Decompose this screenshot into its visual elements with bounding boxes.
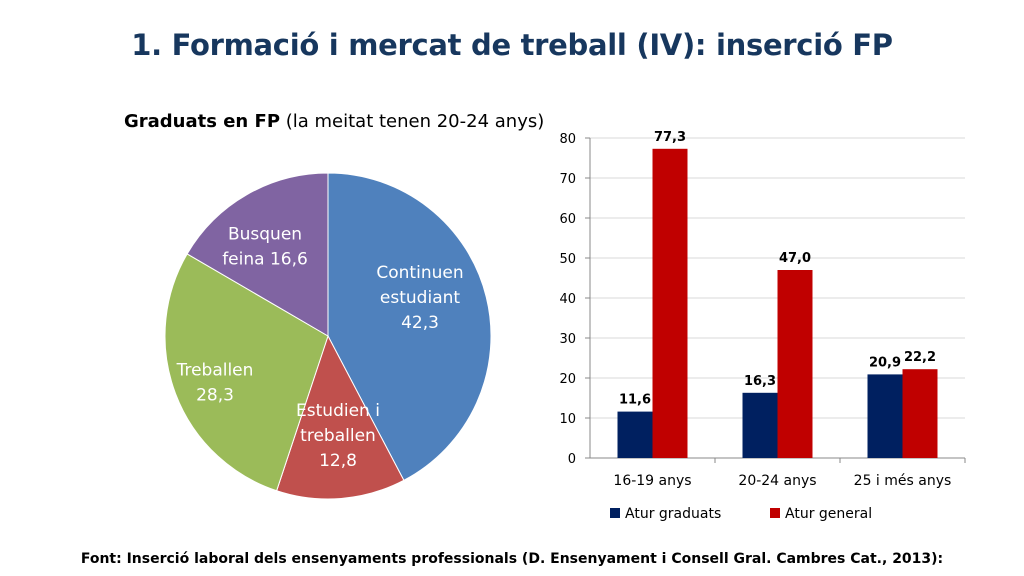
legend-label: Atur graduats (625, 506, 721, 522)
pie-slice (164, 253, 329, 492)
pie-slice-label: treballen (300, 426, 376, 446)
pie-slice (186, 172, 329, 337)
y-tick-label: 40 (559, 292, 576, 307)
y-tick-label: 0 (568, 452, 576, 467)
bar-data-label: 16,3 (744, 374, 776, 389)
pie-slice-label: Treballen (176, 361, 254, 381)
x-tick-label: 16-19 anys (613, 473, 691, 489)
bar (902, 369, 938, 458)
slide-title: 1. Formació i mercat de treball (IV): in… (131, 28, 893, 62)
pie-slice-label: estudiant (380, 288, 460, 308)
bar-data-label: 22,2 (904, 350, 936, 365)
y-tick-label: 50 (559, 252, 576, 267)
y-tick-label: 30 (559, 332, 576, 347)
pie-chart-title: Graduats en FP (la meitat tenen 20-24 an… (124, 111, 544, 132)
pie-slice-label: Busquen (228, 225, 302, 245)
y-tick-label: 60 (559, 212, 576, 227)
pie-slice-label: Estudien i (296, 401, 380, 421)
bar-data-label: 47,0 (779, 251, 811, 266)
pie-slice-label: 28,3 (196, 386, 234, 406)
pie-title-rest: (la meitat tenen 20-24 anys) (280, 111, 545, 132)
bar (652, 148, 688, 459)
pie-slice-label: 42,3 (401, 313, 439, 333)
legend-swatch (610, 508, 620, 518)
pie-slice-label: feina 16,6 (222, 250, 308, 270)
x-tick-label: 25 i més anys (854, 473, 952, 489)
pie-slice (276, 334, 405, 500)
legend-label: Atur general (785, 506, 872, 522)
y-tick-label: 10 (559, 412, 576, 427)
bar (742, 392, 778, 458)
pie-slice-label: 12,8 (319, 451, 357, 471)
y-tick-label: 20 (559, 372, 576, 387)
bar (617, 411, 653, 458)
source-footer: Font: Inserció laboral dels ensenyaments… (80, 551, 944, 567)
pie-slice (327, 172, 492, 481)
bar-chart: 0 10 20 30 40 50 60 70 80 11,6 77,3 16-19 anys 16,3 4… (559, 130, 966, 522)
bar (777, 270, 813, 458)
pie-slice-label: Continuen (376, 263, 463, 283)
bar-data-label: 11,6 (619, 393, 651, 408)
bar-data-label: 77,3 (654, 130, 686, 145)
bar-data-label: 20,9 (869, 355, 901, 370)
legend-swatch (770, 508, 780, 518)
y-tick-label: 80 (559, 132, 576, 147)
y-tick-label: 70 (559, 172, 576, 187)
x-tick-label: 20-24 anys (738, 473, 816, 489)
pie-chart: Continuen estudiant 42,3 Estudien i treballe… (164, 172, 492, 500)
pie-title-bold: Graduats en FP (124, 111, 281, 132)
bar (867, 374, 903, 458)
